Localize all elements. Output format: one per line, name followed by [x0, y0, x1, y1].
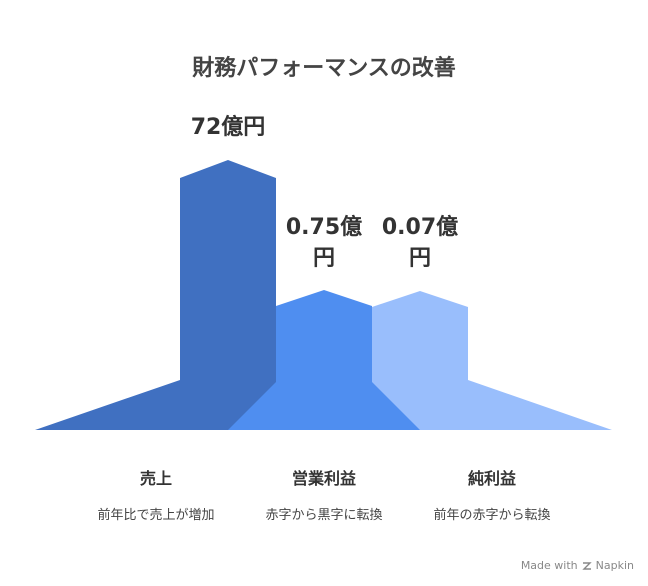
footer-text: Made with: [520, 559, 578, 572]
napkin-logo: [581, 561, 592, 570]
value-label: 0.07億円: [381, 215, 459, 271]
item-description: 赤字から黒字に転換: [265, 508, 383, 523]
footer-brand: Napkin: [595, 559, 634, 572]
value-label: 72億円: [190, 115, 266, 140]
item-description: 前年の赤字から転換: [433, 508, 551, 523]
item-name: 売上: [139, 469, 172, 488]
item-name: 営業利益: [291, 469, 356, 488]
item-description: 前年比で売上が増加: [97, 508, 215, 523]
title: 財務パフォーマンスの改善: [192, 56, 456, 81]
footer: Made with Napkin: [521, 559, 634, 572]
shape-operating-profit: [228, 290, 420, 430]
shape-sales: [35, 160, 420, 430]
item-name: 純利益: [467, 469, 516, 488]
shape-net-profit: [324, 291, 612, 430]
value-label: 0.75億円: [285, 215, 363, 271]
